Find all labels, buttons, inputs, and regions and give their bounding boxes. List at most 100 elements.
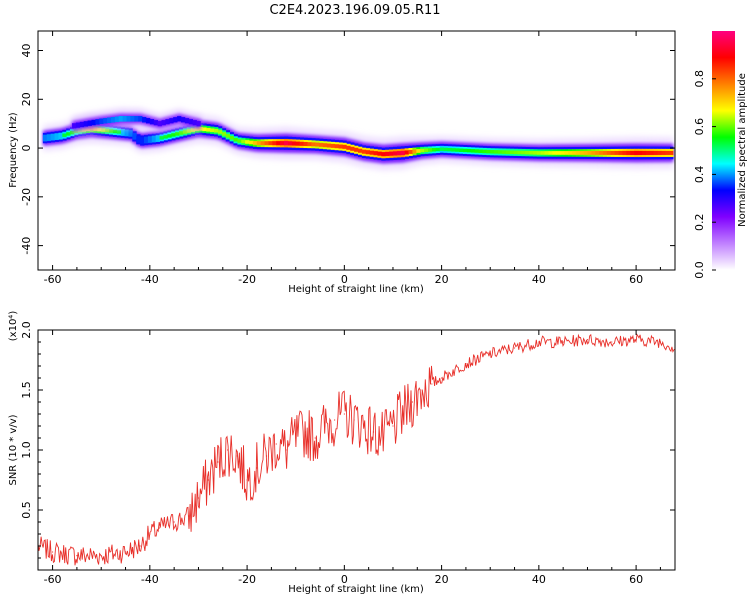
- ridge-cell: [525, 150, 530, 155]
- ridge-cell: [112, 129, 118, 134]
- ridge-cell: [66, 132, 71, 136]
- ridge-cell: [579, 151, 584, 155]
- ridge-cell: [533, 151, 538, 155]
- ridge-cell: [357, 148, 363, 153]
- ridge-cell: [564, 151, 569, 155]
- spectrogram-y-axis-label: Frequency (Hz): [8, 112, 19, 188]
- ridge-cell: [155, 135, 160, 142]
- branch-cell: [110, 116, 116, 123]
- ridge-cell: [638, 150, 643, 155]
- ridge-cell: [614, 150, 619, 155]
- ridge-cell: [552, 151, 557, 155]
- snr-point: [100, 555, 102, 557]
- ridge-cell: [466, 148, 472, 153]
- snr-x-tick-label: -40: [141, 573, 159, 586]
- spectrogram-ticks: -60 -40 -20 0 20 40 60 -40 -20 0 20 40: [20, 31, 675, 286]
- ridge-cell: [365, 150, 371, 155]
- snr-multiplier-label: (x10⁴): [8, 311, 19, 342]
- ridge-cell: [389, 151, 394, 156]
- ridge-cell: [392, 151, 398, 156]
- branch-cell: [87, 120, 92, 126]
- ridge-cell: [342, 144, 347, 149]
- snr-x-tick-label: 20: [435, 573, 449, 586]
- ridge-cell: [284, 141, 289, 146]
- ridge-cell: [210, 128, 215, 133]
- snr-point: [207, 479, 209, 481]
- ridge-cell: [214, 128, 219, 133]
- ridge-cell: [556, 151, 561, 155]
- snr-point: [538, 341, 540, 343]
- snr-point: [295, 437, 297, 439]
- ridge-cell: [377, 151, 382, 156]
- snr-y-tick-label: 1.0: [20, 441, 33, 459]
- branch-cell: [177, 116, 182, 122]
- ridge-cell: [587, 151, 592, 155]
- ridge-cell: [599, 150, 604, 155]
- snr-point: [324, 425, 326, 427]
- ridge-cell: [478, 149, 483, 153]
- snr-point: [363, 425, 365, 427]
- colorbar-ticks: 0.0 0.2 0.4 0.6 0.8: [693, 70, 716, 279]
- ridge-cell: [486, 149, 491, 154]
- snr-point: [431, 383, 433, 385]
- branch-cell: [173, 117, 178, 123]
- snr-point: [227, 449, 229, 451]
- ridge-cell: [128, 130, 133, 137]
- ridge-cell: [540, 151, 546, 155]
- branch-cell: [103, 117, 108, 124]
- ridge-cell: [451, 148, 456, 152]
- ridge-cell: [245, 140, 250, 144]
- branch-cell: [138, 116, 143, 122]
- ridge-cell: [276, 141, 281, 146]
- ridge-cell: [653, 150, 658, 155]
- snr-y-axis-label: SNR (10 * v/v): [8, 414, 19, 485]
- ridge-cell: [256, 141, 262, 146]
- snr-x-axis-label: Height of straight line (km): [288, 584, 424, 595]
- ridge-cell: [295, 141, 301, 146]
- ridge-cell: [498, 150, 503, 154]
- snr-plot-area: [38, 333, 675, 566]
- ridge-cell: [252, 141, 258, 145]
- ridge-cell: [470, 149, 476, 153]
- ridge-cell: [509, 150, 514, 155]
- snr-point: [217, 461, 219, 463]
- ridge-cell: [404, 150, 409, 155]
- ridge-cell: [501, 150, 507, 154]
- ridge-cell: [58, 132, 63, 140]
- snr-point: [611, 341, 613, 343]
- ridge-cell: [303, 141, 308, 147]
- ridge-cell: [330, 143, 336, 148]
- snr-point: [411, 401, 414, 403]
- snr-point: [465, 363, 467, 365]
- ridge-cell: [606, 150, 612, 155]
- ridge-cell: [307, 142, 312, 147]
- snr-point: [158, 527, 161, 529]
- ridge-cell: [326, 143, 332, 148]
- ridge-cell: [490, 150, 495, 154]
- snr-ticks: -60 -40 -20 0 20 40 60 0.5 1.0 1.5 2.0: [20, 321, 675, 586]
- branch-cell: [114, 116, 120, 123]
- snr-y-tick-label: 2.0: [20, 321, 33, 339]
- snr-point: [635, 339, 637, 341]
- ridge-cell: [167, 134, 172, 138]
- spectrogram-x-tick-label: 40: [532, 273, 546, 286]
- branch-cell: [165, 119, 170, 125]
- ridge-cell: [575, 151, 581, 155]
- ridge-cell: [124, 129, 129, 137]
- ridge-cell: [595, 150, 600, 155]
- spectrogram-y-tick-label: 20: [20, 92, 33, 106]
- ridge-cell: [513, 150, 518, 155]
- ridge-cell: [287, 141, 293, 146]
- ridge-cell: [494, 150, 499, 154]
- ridge-cell: [315, 142, 320, 147]
- ridge-cell: [381, 152, 386, 157]
- spectrogram-x-tick-label: -60: [44, 273, 62, 286]
- ridge-cell: [163, 135, 168, 139]
- branch-cell: [126, 115, 131, 122]
- snr-point: [513, 347, 516, 349]
- ridge-cell: [583, 151, 588, 155]
- ridge-cell: [120, 129, 125, 136]
- ridge-cell: [46, 134, 52, 141]
- ridge-cell: [54, 133, 59, 140]
- branch-cell: [145, 118, 151, 124]
